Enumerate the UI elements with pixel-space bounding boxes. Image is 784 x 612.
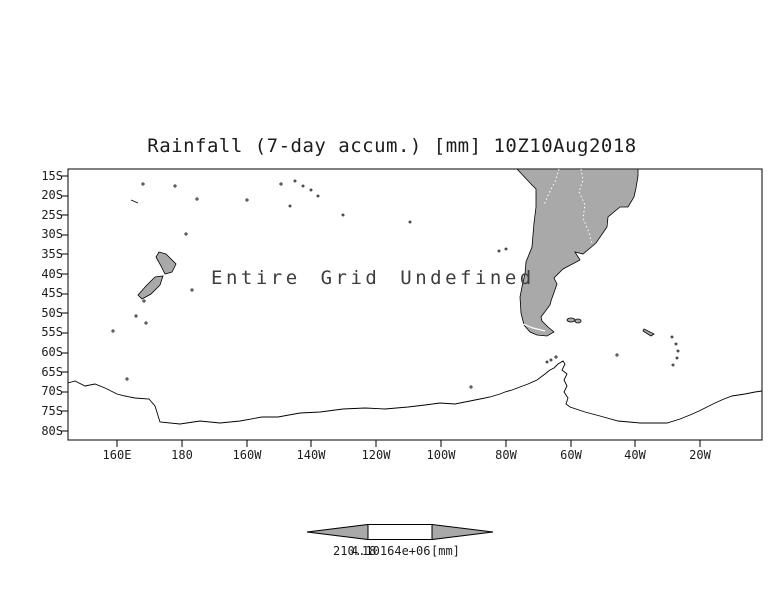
lon-ticks [116,440,701,447]
falkland-islands [566,317,576,323]
lon-tick-label: 100W [426,448,456,462]
strait-of-magellan [522,323,546,332]
lon-tick-label: 140W [296,448,326,462]
new-caledonia-dash [130,199,139,204]
grid-undefined-label: Entire Grid Undefined [211,267,535,289]
lon-tick-label: 180 [171,448,193,462]
figure-title: Rainfall (7-day accum.) [mm] 10Z10Aug201… [147,135,637,157]
colorbar-right-arrow [431,523,494,541]
colorbar-mid-segment [367,524,433,540]
lat-tick-label: 35S [41,247,63,261]
falkland-islands [574,318,582,324]
lon-tick-label: 160E [102,448,132,462]
lat-tick-label: 65S [41,365,63,379]
colorbar-max-label: 4.10164e+06 [351,544,431,558]
lat-tick-label: 80S [41,424,63,438]
lon-tick-label: 40W [624,448,646,462]
south-georgia-island [642,328,655,337]
lat-tick-label: 25S [41,208,63,222]
lon-tick-label: 20W [689,448,711,462]
new-zealand-north-island [155,251,177,275]
lat-tick-label: 30S [41,227,63,241]
island-dots [111,179,680,389]
river-lines [130,168,593,332]
new-zealand-south-island [137,275,164,300]
colorbar-min-label: 210.18 [333,544,377,558]
lat-tick-label: 50S [41,306,63,320]
south-america-landmass [516,168,639,337]
lon-tick-label: 60W [560,448,582,462]
lat-tick-label: 45S [41,286,63,300]
antarctica-coastline [67,360,763,425]
lon-tick-label: 160W [232,448,262,462]
lat-tick-label: 75S [41,404,63,418]
colorbar-shape [306,523,494,541]
lat-tick-label: 60S [41,345,63,359]
lat-ticks [61,175,68,432]
land-shapes [111,168,680,389]
lat-tick-label: 40S [41,267,63,281]
lon-tick-label: 120W [361,448,391,462]
colorbar-left-arrow [306,523,369,541]
lat-tick-label: 20S [41,188,63,202]
lat-tick-label: 70S [41,384,63,398]
lat-tick-label: 15S [41,169,63,183]
plot-frame [61,168,763,447]
lon-tick-label: 80W [495,448,517,462]
lat-tick-label: 55S [41,325,63,339]
colorbar-unit-label: [mm] [431,544,460,558]
